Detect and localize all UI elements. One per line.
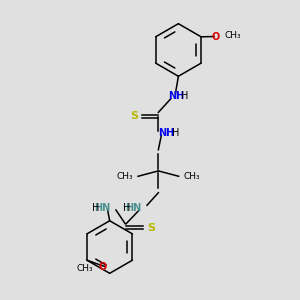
Text: H: H — [123, 202, 130, 213]
Text: CH₃: CH₃ — [225, 31, 241, 40]
Text: O: O — [98, 262, 106, 272]
Text: H: H — [92, 202, 100, 213]
Text: NH: NH — [158, 128, 175, 138]
Text: NH: NH — [168, 91, 184, 101]
Text: H: H — [172, 128, 179, 138]
Text: H: H — [182, 91, 189, 101]
Text: O: O — [212, 32, 220, 41]
Text: HN: HN — [94, 202, 111, 213]
Text: CH₃: CH₃ — [117, 172, 134, 182]
Text: CH₃: CH₃ — [76, 264, 93, 273]
Text: HN: HN — [125, 202, 142, 213]
Text: CH₃: CH₃ — [183, 172, 200, 182]
Text: S: S — [130, 111, 138, 121]
Text: S: S — [147, 223, 155, 232]
